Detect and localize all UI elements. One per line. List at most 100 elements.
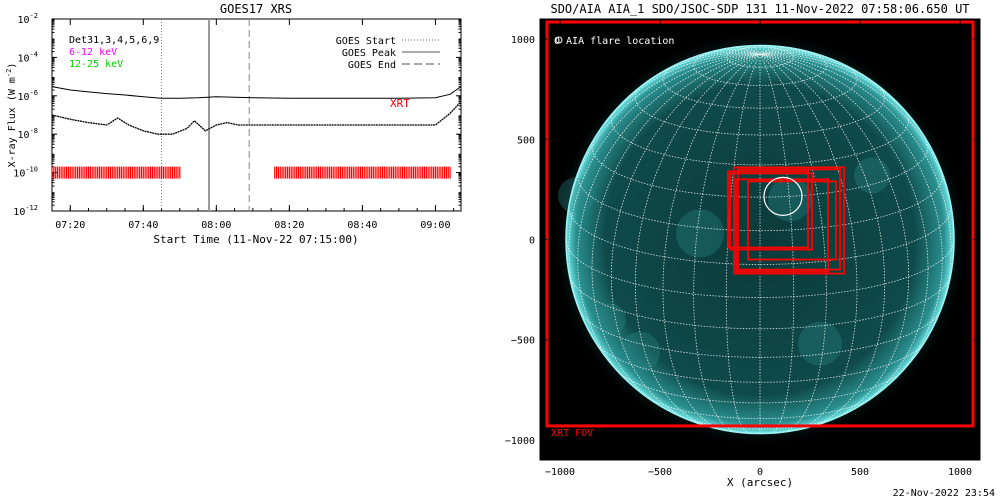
goes-y-tick-exponent: -4 bbox=[30, 50, 38, 58]
goes-x-tick-label: 08:20 bbox=[274, 220, 304, 231]
grid-longitude-line bbox=[568, 54, 761, 336]
goes-y-tick-exponent: -2 bbox=[30, 12, 38, 20]
aia-y-tick-label: −1000 bbox=[505, 436, 535, 447]
aia-x-tick-label: 1000 bbox=[948, 467, 972, 478]
xrt-fov-label: XRT FOV bbox=[551, 428, 593, 439]
grid-longitude-line bbox=[759, 54, 943, 387]
grid-longitude-line bbox=[729, 47, 761, 55]
active-region-glow bbox=[558, 157, 890, 372]
goes-x-tick-label: 08:40 bbox=[347, 220, 377, 231]
xrt-pointing-box bbox=[735, 178, 829, 273]
aia-x-tick-label: −1000 bbox=[545, 467, 575, 478]
goes-y-label-main: X-ray Flux (W m bbox=[7, 77, 18, 167]
xrt-pointing-box bbox=[729, 172, 813, 251]
active-region bbox=[768, 177, 812, 222]
aia-y-tick-label: 500 bbox=[517, 135, 535, 146]
aia-image-plot: SDO/AIA AIA_1 SDO/JSOC-SDP 131 11-Nov-20… bbox=[505, 2, 981, 489]
grid-longitude-line bbox=[759, 53, 926, 139]
aia-x-axis-label: X (arcsec) bbox=[727, 476, 793, 489]
grid-longitude-line bbox=[759, 51, 850, 68]
goes-title: GOES17 XRS bbox=[220, 2, 292, 16]
goes-y-tick-label: 10-2 bbox=[18, 12, 38, 26]
solar-disk bbox=[566, 45, 954, 434]
goes-x-axis-label: Start Time (11-Nov-22 07:15:00) bbox=[153, 233, 358, 246]
grid-latitude-line bbox=[595, 342, 925, 383]
active-region bbox=[620, 331, 660, 372]
goes-x-axis: 07:20 07:40 08:00 08:20 08:40 09:00 bbox=[51, 19, 455, 231]
aia-y-tick-label: −500 bbox=[511, 336, 535, 347]
goes-x-tick-label: 09:00 bbox=[420, 220, 450, 231]
grid-latitude-line bbox=[725, 46, 795, 68]
goes-x-tick-label: 08:00 bbox=[201, 220, 231, 231]
grid-longitude-line bbox=[759, 45, 770, 55]
grid-longitude-line bbox=[759, 47, 791, 55]
goes-y-tick-exponent: -10 bbox=[25, 166, 38, 174]
xrt-pointing-box bbox=[737, 168, 841, 271]
grid-longitude-line bbox=[594, 53, 761, 139]
goes-y-tick-exponent: -12 bbox=[25, 204, 38, 212]
aia-x-tick-label: 500 bbox=[851, 467, 869, 478]
aia-y-axis: 1000 500 0 −500 −1000 bbox=[505, 18, 980, 461]
grid-longitude-line bbox=[610, 54, 761, 423]
goes-event-legend-entry: GOES End bbox=[348, 60, 396, 71]
grid-longitude-line bbox=[693, 54, 761, 433]
grid-longitude-line bbox=[759, 54, 795, 434]
grid-longitude-line bbox=[759, 54, 827, 433]
goes-long-channel-line bbox=[51, 86, 462, 99]
xrt-pointing-boxes bbox=[727, 166, 845, 275]
aia-x-tick-label: 0 bbox=[757, 467, 763, 478]
grid-longitude-line bbox=[634, 54, 761, 428]
solar-limb bbox=[565, 44, 955, 435]
xrt-pointing-box bbox=[747, 180, 837, 261]
goes-event-legend-entry: GOES Start bbox=[336, 36, 396, 47]
goes-y-tick-label: 10-4 bbox=[18, 50, 38, 64]
grid-longitude-line bbox=[759, 54, 952, 336]
grid-longitude-line bbox=[577, 54, 761, 387]
grid-longitude-line bbox=[759, 54, 886, 428]
goes-x-tick-label: 07:20 bbox=[55, 220, 85, 231]
goes-y-tick-label: 10-12 bbox=[13, 204, 38, 218]
goes-y-tick-label: 10-8 bbox=[18, 127, 38, 141]
active-region bbox=[798, 321, 842, 366]
aia-flare-circle bbox=[763, 176, 803, 217]
aia-legend-label: O AIA flare location bbox=[554, 36, 674, 47]
footer-timestamp: 22-Nov-2022 23:54 bbox=[893, 488, 995, 499]
xrt-label: XRT bbox=[390, 97, 410, 110]
aia-title: SDO/AIA AIA_1 SDO/JSOC-SDP 131 11-Nov-20… bbox=[550, 2, 969, 16]
active-region bbox=[854, 157, 890, 194]
aia-x-tick-label: −500 bbox=[648, 467, 672, 478]
goes-short-channel-line bbox=[51, 101, 462, 135]
grid-longitude-line bbox=[759, 54, 929, 410]
goes-band-legend-entry: Det31,3,4,5,6,9 bbox=[69, 35, 159, 46]
grid-longitude-line bbox=[591, 54, 761, 410]
goes-series-group bbox=[51, 86, 462, 135]
goes-event-lines bbox=[161, 19, 250, 211]
aia-legend: O AIA flare location bbox=[554, 36, 674, 47]
active-region bbox=[676, 209, 724, 258]
grid-longitude-line bbox=[670, 51, 761, 68]
grid-longitude-line bbox=[759, 54, 858, 431]
xrt-pointing-box bbox=[727, 170, 809, 249]
grid-longitude-line bbox=[759, 54, 910, 423]
grid-latitude-line bbox=[645, 396, 875, 420]
aia-y-tick-label: 1000 bbox=[511, 35, 535, 46]
goes-band-legend-entry: 6-12 keV bbox=[69, 47, 117, 58]
xrt-coverage-bars bbox=[51, 166, 451, 179]
aia-x-axis: −1000 −500 0 500 1000 bbox=[539, 19, 981, 478]
goes-x-tick-label: 07:40 bbox=[128, 220, 158, 231]
goes-y-label-close: ) bbox=[7, 63, 18, 69]
goes-y-tick-label: 10-6 bbox=[18, 89, 38, 103]
grid-longitude-line bbox=[725, 54, 761, 434]
goes-y-tick-exponent: -8 bbox=[30, 127, 38, 135]
grid-longitude-line bbox=[662, 54, 761, 431]
active-region bbox=[558, 177, 594, 214]
grid-longitude-line bbox=[750, 45, 761, 55]
goes-band-legend-entry: 12-25 keV bbox=[69, 59, 123, 70]
goes-event-legend-entry: GOES Peak bbox=[342, 48, 396, 59]
xrt-pointing-box bbox=[733, 166, 845, 275]
grid-latitude-line bbox=[618, 371, 902, 404]
